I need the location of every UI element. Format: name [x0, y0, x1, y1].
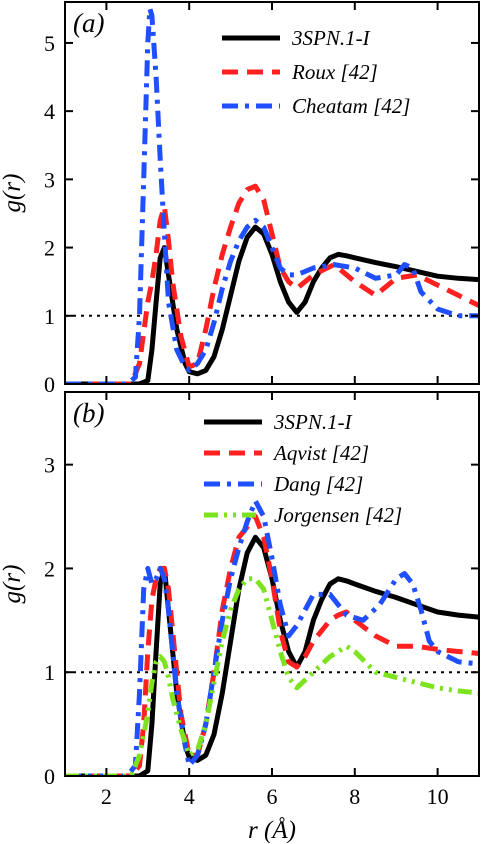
- y-tick-label: 3: [44, 167, 55, 192]
- y-tick-label: 2: [44, 556, 55, 581]
- x-tick-label: 10: [427, 784, 449, 809]
- y-tick-label: 0: [44, 764, 55, 789]
- legend-label: Roux [42]: [291, 60, 378, 84]
- series-line-roux-42: [65, 183, 479, 384]
- y-tick-label: 5: [44, 31, 55, 56]
- panel-b: 0 1 2 3 2 4 6 8 10 g(r) (b) 3SPN.1-I Aqvist [42] Dang…: [0, 391, 480, 809]
- x-tick-label: 4: [184, 784, 195, 809]
- series-group: [65, 498, 479, 776]
- x-tick-label: 2: [101, 784, 112, 809]
- x-tick-label: 6: [267, 784, 278, 809]
- legend-label: Dang [42]: [273, 472, 363, 496]
- y-axis-title: g(r): [0, 174, 26, 213]
- series-line-dang-42: [65, 498, 479, 776]
- panel-label: (a): [73, 8, 104, 38]
- series-line-cheatam-42: [65, 6, 479, 384]
- panel-label: (b): [73, 398, 104, 428]
- y-tick-label: 1: [44, 660, 55, 685]
- y-tick-label: 4: [44, 99, 55, 124]
- series-line-jorgensen-42: [65, 576, 479, 776]
- panel-a: 0 1 2 3 4 5 g(r) (a) 3SPN.1-I Roux [42] Cheatam [4…: [0, 1, 480, 397]
- legend-label: 3SPN.1-I: [273, 410, 353, 434]
- legend-label: Cheatam [42]: [292, 94, 410, 118]
- y-tick-label: 1: [44, 304, 55, 329]
- y-tick-label: 2: [44, 236, 55, 261]
- y-tick-label: 0: [44, 372, 55, 397]
- legend-label: Jorgensen [42]: [274, 503, 402, 527]
- legend-label: Aqvist [42]: [272, 441, 369, 465]
- series-group: [65, 6, 479, 384]
- y-axis-title: g(r): [0, 565, 26, 604]
- x-axis-title-layer: r (Å): [248, 817, 296, 844]
- plot-frame: [64, 1, 480, 385]
- legend-label: 3SPN.1-I: [291, 26, 371, 50]
- x-tick-label: 8: [349, 784, 360, 809]
- x-axis-title: r (Å): [248, 817, 296, 844]
- y-tick-label: 3: [44, 453, 55, 478]
